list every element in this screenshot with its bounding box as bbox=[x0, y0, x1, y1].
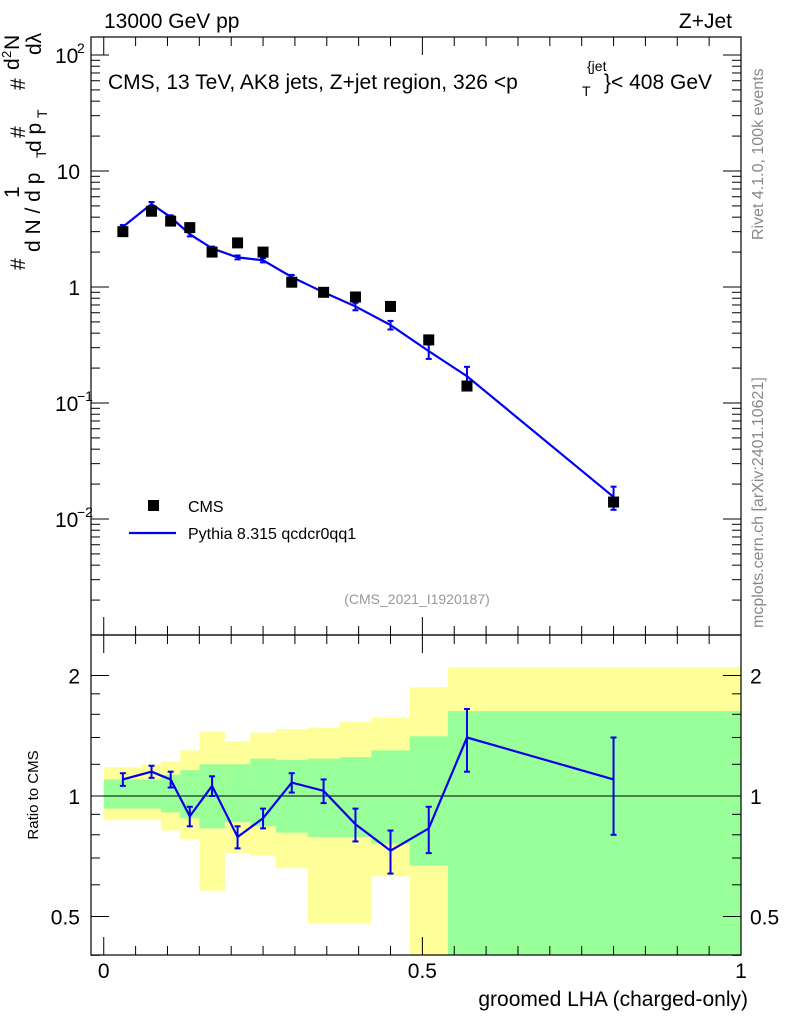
chart-title-sub: T bbox=[582, 83, 591, 99]
ratio-bands bbox=[103, 667, 741, 955]
ratio-y-ticks: 0.5 0.5 1 1 2 2 bbox=[51, 666, 779, 956]
ratio-plot-frame bbox=[90, 634, 742, 956]
ylabel-hash-3: # bbox=[7, 78, 30, 90]
cms-data-point bbox=[257, 246, 269, 258]
rivet-version-label: Rivet 4.1.0, 100k events bbox=[750, 68, 767, 240]
ratio-y-tick-label: 2 bbox=[68, 666, 80, 689]
cms-data-point bbox=[461, 380, 473, 392]
main-x-ticks bbox=[103, 37, 742, 635]
cms-data-point bbox=[385, 300, 397, 312]
cms-data-point bbox=[232, 237, 244, 249]
main-y-tick-label: 10 bbox=[55, 45, 78, 68]
ylabel-n: N bbox=[1, 35, 24, 50]
cms-data-point bbox=[165, 215, 177, 227]
pythia-series-line bbox=[122, 202, 615, 498]
cms-data-point bbox=[286, 276, 298, 288]
cms-data-point bbox=[206, 246, 218, 258]
chart-title: CMS, 13 TeV, AK8 jets, Z+jet region, 326… bbox=[108, 71, 518, 94]
legend-cms-label: CMS bbox=[188, 499, 224, 516]
chart-title-tail: }< 408 GeV bbox=[604, 71, 712, 94]
ratio-green-band bbox=[447, 711, 741, 955]
pythia-line-group bbox=[119, 201, 617, 511]
cms-data-point bbox=[184, 222, 196, 234]
main-plot-frame bbox=[90, 36, 742, 636]
ratio-green-band bbox=[224, 764, 251, 823]
header-process-label: Z+Jet bbox=[679, 10, 732, 33]
ratio-y-tick-label: 0.5 bbox=[51, 907, 80, 930]
ratio-x-tick-label: 0 bbox=[98, 960, 110, 983]
ratio-panel: 0.5 0.51 12 2 0 0.5 1 Ratio to CMS groomed LH… bbox=[25, 634, 779, 1011]
main-y-tick-exponent: −2 bbox=[77, 504, 93, 520]
ratio-y-tick-label-right: 2 bbox=[750, 666, 762, 689]
ylabel-power: 2 bbox=[0, 51, 14, 58]
ratio-green-band bbox=[161, 774, 181, 813]
ratio-line-group bbox=[119, 707, 617, 875]
ylabel-denominator-sub: T bbox=[33, 149, 49, 158]
legend: CMS Pythia 8.315 qcdcr0qq1 bbox=[129, 499, 356, 543]
legend-cms-marker bbox=[148, 500, 159, 511]
ylabel-one: 1 bbox=[1, 186, 24, 198]
main-y-tick-label: 10 bbox=[57, 161, 80, 184]
main-y-tick-exponent: −1 bbox=[77, 388, 93, 404]
ratio-y-axis-label: Ratio to CMS bbox=[25, 750, 42, 839]
analysis-caption: (CMS_2021_I1920187) bbox=[344, 591, 490, 607]
x-axis-label: groomed LHA (charged-only) bbox=[478, 988, 748, 1011]
cms-data-point bbox=[349, 291, 361, 303]
ylabel-dpt-sub: T bbox=[34, 109, 50, 118]
ratio-green-band bbox=[371, 750, 410, 844]
ylabel-denominator: d N / d p bbox=[22, 173, 45, 252]
ratio-x-tick-label: 1 bbox=[735, 960, 747, 983]
ylabel-dpt: d p bbox=[23, 123, 46, 152]
legend-pythia-label: Pythia 8.315 qcdcr0qq1 bbox=[188, 526, 356, 543]
header-energy-label: 13000 GeV pp bbox=[104, 10, 239, 33]
main-y-tick-label: 1 bbox=[68, 277, 80, 300]
chart-title-main: CMS, 13 TeV, AK8 jets, Z+jet region, 326… bbox=[108, 71, 518, 94]
cms-data-point bbox=[423, 334, 435, 346]
ratio-series-line bbox=[122, 736, 614, 853]
ylabel-d: d bbox=[1, 58, 24, 70]
ratio-y-tick-label-right: 1 bbox=[750, 786, 762, 809]
cms-data-point bbox=[117, 226, 129, 238]
chart-title-sup: {jet bbox=[587, 58, 607, 74]
main-y-tick-label: 10 bbox=[55, 509, 78, 532]
cms-data-point bbox=[608, 496, 620, 508]
ratio-y-tick-label: 1 bbox=[68, 786, 80, 809]
cms-points-group bbox=[117, 205, 620, 508]
ratio-y-tick-label-right: 0.5 bbox=[750, 907, 779, 930]
main-y-tick-label: 10 bbox=[55, 393, 78, 416]
ratio-green-band bbox=[141, 779, 162, 809]
ylabel-hash-1: # bbox=[7, 258, 30, 270]
ratio-x-tick-label: 0.5 bbox=[408, 960, 437, 983]
main-y-tick-exponent: 2 bbox=[77, 40, 85, 56]
main-y-axis-label: # d N / d p T 1 # d p T d 2 N # dλ bbox=[0, 32, 50, 270]
mcplots-label: mcplots.cern.ch [arXiv:2401.10621] bbox=[750, 377, 767, 628]
ylabel-dlambda: dλ bbox=[23, 32, 46, 55]
cms-data-point bbox=[318, 286, 330, 298]
ylabel-hash-2: # bbox=[7, 126, 30, 138]
cms-data-point bbox=[146, 205, 158, 217]
ratio-x-ticks: 0 0.5 1 bbox=[98, 635, 747, 983]
